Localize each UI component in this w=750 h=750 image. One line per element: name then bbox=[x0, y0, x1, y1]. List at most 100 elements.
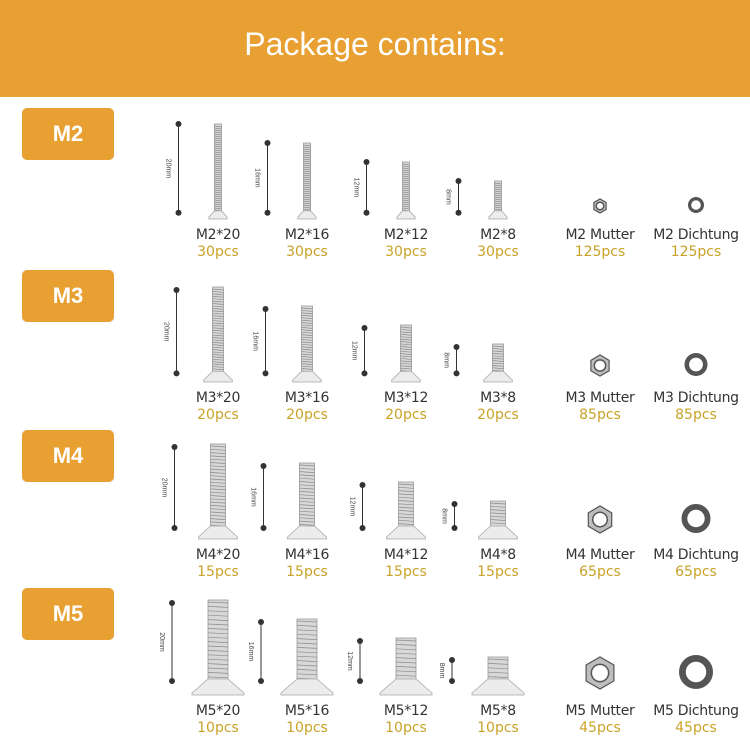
dimension-marker: 8mm bbox=[443, 344, 460, 377]
item-quantity: 65pcs bbox=[675, 564, 717, 580]
item-name: M4*12 bbox=[383, 547, 429, 563]
dimension-label: 12mm bbox=[349, 497, 356, 517]
item-quantity: 85pcs bbox=[675, 407, 717, 423]
washer-image bbox=[684, 352, 708, 376]
nut-image bbox=[585, 656, 615, 690]
item-name: M2 Mutter bbox=[565, 227, 635, 243]
size-badge-m4: M4 bbox=[22, 430, 114, 482]
dimension-label: 20mm bbox=[165, 159, 172, 179]
item-name: M3*20 bbox=[195, 390, 241, 406]
item-name: M2*8 bbox=[480, 227, 516, 243]
screw-image: 8mm bbox=[441, 500, 518, 540]
item-name: M5*8 bbox=[480, 703, 516, 719]
nut-image bbox=[590, 354, 610, 377]
dimension-label: 16mm bbox=[252, 331, 259, 351]
dimension-marker: 16mm bbox=[252, 306, 269, 377]
screw-image: 8mm bbox=[443, 343, 513, 383]
item-quantity: 10pcs bbox=[385, 720, 427, 736]
dimension-label: 16mm bbox=[250, 487, 257, 507]
screw-image: 16mm bbox=[250, 462, 327, 540]
item-name: M5*12 bbox=[383, 703, 429, 719]
dimension-label: 8mm bbox=[445, 189, 452, 205]
screw-image: 12mm bbox=[353, 159, 416, 220]
washer-image bbox=[687, 197, 704, 214]
item-name: M5*16 bbox=[284, 703, 330, 719]
screw-image: 12mm bbox=[349, 481, 426, 540]
item-quantity: 15pcs bbox=[197, 564, 239, 580]
dimension-label: 16mm bbox=[254, 168, 261, 188]
item-quantity: 65pcs bbox=[579, 564, 621, 580]
size-badge-m2: M2 bbox=[22, 108, 114, 160]
item-quantity: 125pcs bbox=[574, 244, 626, 260]
dimension-marker: 20mm bbox=[163, 287, 180, 377]
item-quantity: 15pcs bbox=[385, 564, 427, 580]
item-name: M5*20 bbox=[195, 703, 241, 719]
screw-image: 20mm bbox=[158, 599, 245, 696]
dimension-marker: 8mm bbox=[445, 178, 462, 216]
screw-image: 12mm bbox=[351, 324, 421, 383]
item-name: M2*16 bbox=[284, 227, 330, 243]
item-name: M3*16 bbox=[284, 390, 330, 406]
item-quantity: 45pcs bbox=[675, 720, 717, 736]
item-quantity: 15pcs bbox=[286, 564, 328, 580]
dimension-marker: 16mm bbox=[250, 463, 267, 531]
dimension-label: 20mm bbox=[161, 478, 168, 498]
screw-image: 12mm bbox=[346, 637, 433, 696]
nut-image bbox=[587, 505, 613, 534]
dimension-label: 16mm bbox=[247, 642, 254, 662]
dimension-marker: 20mm bbox=[161, 444, 178, 531]
screw-image: 20mm bbox=[163, 286, 233, 383]
item-name: M3*8 bbox=[480, 390, 516, 406]
dimension-marker: 16mm bbox=[247, 619, 264, 684]
header-banner: Package contains: bbox=[0, 0, 750, 97]
dimension-label: 8mm bbox=[441, 508, 448, 524]
item-name: M3 Mutter bbox=[565, 390, 635, 406]
item-quantity: 125pcs bbox=[670, 244, 722, 260]
size-badge-m3: M3 bbox=[22, 270, 114, 322]
nut-image bbox=[593, 198, 607, 214]
item-quantity: 30pcs bbox=[385, 244, 427, 260]
screw-image: 20mm bbox=[161, 443, 238, 540]
item-name: M3 Dichtung bbox=[653, 390, 739, 406]
screw-image: 20mm bbox=[165, 121, 228, 220]
dimension-label: 12mm bbox=[346, 651, 353, 671]
item-name: M4 Dichtung bbox=[653, 547, 739, 563]
item-quantity: 10pcs bbox=[477, 720, 519, 736]
item-quantity: 10pcs bbox=[197, 720, 239, 736]
item-quantity: 20pcs bbox=[385, 407, 427, 423]
dimension-label: 20mm bbox=[158, 632, 165, 652]
dimension-marker: 20mm bbox=[158, 600, 175, 684]
item-name: M3*12 bbox=[383, 390, 429, 406]
item-quantity: 30pcs bbox=[197, 244, 239, 260]
item-name: M5 Dichtung bbox=[653, 703, 739, 719]
item-quantity: 20pcs bbox=[477, 407, 519, 423]
dimension-marker: 16mm bbox=[254, 140, 271, 216]
screw-image: 16mm bbox=[254, 140, 317, 220]
dimension-label: 12mm bbox=[353, 178, 360, 198]
screw-image: 8mm bbox=[445, 178, 508, 220]
item-quantity: 30pcs bbox=[286, 244, 328, 260]
item-name: M2*12 bbox=[383, 227, 429, 243]
item-quantity: 20pcs bbox=[197, 407, 239, 423]
dimension-marker: 12mm bbox=[351, 325, 368, 377]
item-name: M2*20 bbox=[195, 227, 241, 243]
item-quantity: 20pcs bbox=[286, 407, 328, 423]
item-name: M4*20 bbox=[195, 547, 241, 563]
dimension-label: 8mm bbox=[438, 663, 445, 679]
dimension-marker: 8mm bbox=[438, 657, 455, 684]
screw-image: 16mm bbox=[247, 618, 334, 696]
item-name: M4*16 bbox=[284, 547, 330, 563]
dimension-marker: 12mm bbox=[353, 159, 370, 216]
item-name: M4 Mutter bbox=[565, 547, 635, 563]
item-quantity: 15pcs bbox=[477, 564, 519, 580]
dimension-label: 12mm bbox=[351, 341, 358, 361]
item-name: M4*8 bbox=[480, 547, 516, 563]
item-quantity: 45pcs bbox=[579, 720, 621, 736]
header-title: Package contains: bbox=[244, 26, 506, 62]
item-quantity: 85pcs bbox=[579, 407, 621, 423]
washer-image bbox=[681, 503, 711, 533]
washer-image bbox=[679, 655, 714, 690]
item-name: M2 Dichtung bbox=[653, 227, 739, 243]
dimension-marker: 8mm bbox=[441, 501, 458, 531]
dimension-marker: 12mm bbox=[346, 638, 363, 684]
